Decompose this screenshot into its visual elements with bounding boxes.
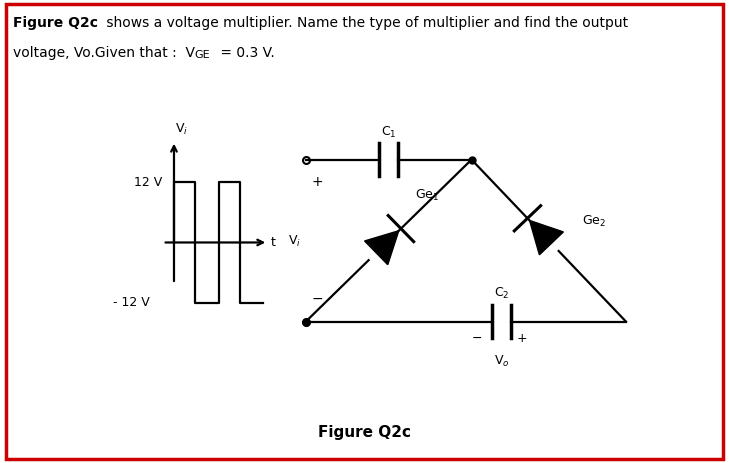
Text: Ge$_1$: Ge$_1$ (415, 188, 440, 203)
Text: shows a voltage multiplier. Name the type of multiplier and find the output: shows a voltage multiplier. Name the typ… (102, 16, 628, 30)
Text: Ge$_2$: Ge$_2$ (582, 214, 607, 229)
Text: V$_o$: V$_o$ (494, 354, 510, 369)
Text: 12 V: 12 V (134, 176, 163, 189)
Polygon shape (529, 220, 564, 255)
Text: −: − (472, 332, 482, 345)
Text: C$_1$: C$_1$ (381, 125, 397, 140)
Text: t: t (270, 236, 276, 249)
Text: V$_i$: V$_i$ (289, 233, 302, 249)
Text: Figure Q2c: Figure Q2c (318, 425, 411, 440)
Text: −: − (311, 292, 323, 306)
Text: - 12 V: - 12 V (113, 296, 150, 309)
Text: voltage, Vo.Given that :  V: voltage, Vo.Given that : V (13, 46, 195, 60)
Polygon shape (364, 231, 399, 265)
Text: GE: GE (194, 50, 209, 60)
Text: C$_2$: C$_2$ (494, 286, 510, 301)
Text: = 0.3 V.: = 0.3 V. (216, 46, 275, 60)
Text: +: + (517, 332, 527, 345)
Text: V$_i$: V$_i$ (176, 122, 189, 137)
Text: Figure Q2c: Figure Q2c (13, 16, 98, 30)
Text: +: + (311, 175, 323, 189)
